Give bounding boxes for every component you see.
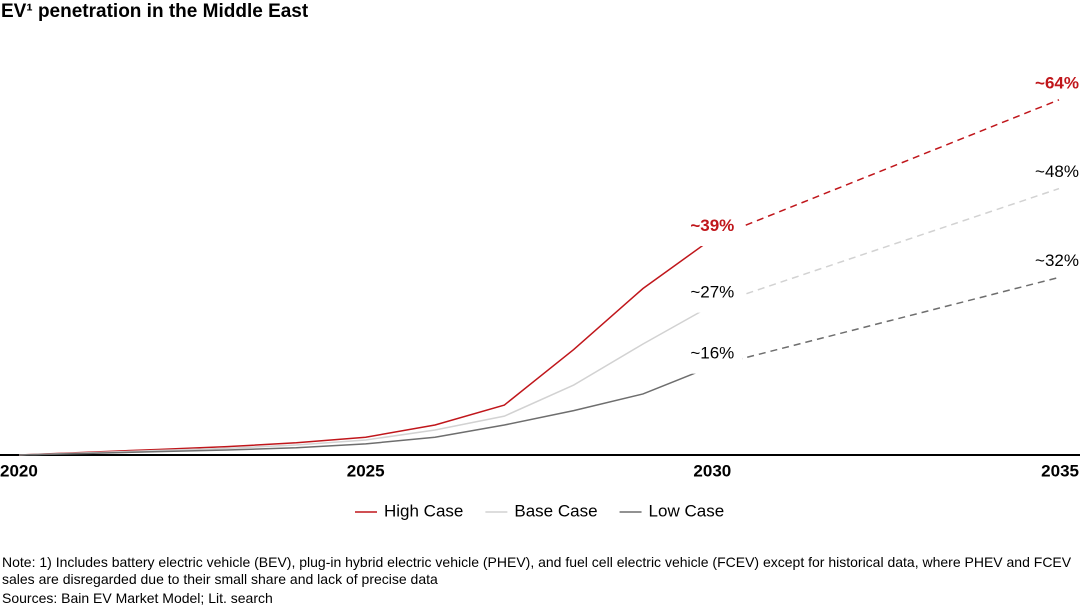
- legend-item: Base Case: [485, 501, 598, 520]
- label-bg: [682, 213, 743, 247]
- note: Note: 1) Includes battery electric vehic…: [2, 554, 1072, 587]
- x-tick-label: 2030: [693, 461, 731, 480]
- value-label: ~48%: [1035, 162, 1079, 181]
- projection-line: [712, 187, 1060, 306]
- value-label: ~64%: [1035, 73, 1079, 92]
- projection-line: [712, 276, 1060, 367]
- legend-label: Low Case: [649, 501, 725, 520]
- projection-line: [712, 99, 1060, 240]
- history-line: [18, 237, 713, 456]
- x-tick-label: 2035: [1041, 461, 1079, 480]
- value-label: ~27%: [690, 283, 734, 302]
- value-label: ~16%: [690, 344, 734, 363]
- legend-label: Base Case: [514, 501, 597, 520]
- legend-item: Low Case: [619, 501, 725, 520]
- history-line: [18, 365, 713, 456]
- chart: EV¹ penetration in the Middle East 2020 2…: [0, 1, 1080, 520]
- legend-label: High Case: [384, 501, 463, 520]
- chart-title: EV¹ penetration in the Middle East: [1, 1, 309, 22]
- value-label: ~39%: [690, 216, 734, 235]
- history-line: [18, 304, 713, 456]
- label-bg: [682, 279, 743, 313]
- legend-item: High Case: [355, 501, 463, 520]
- sources: Sources: Bain EV Market Model; Lit. sear…: [2, 590, 273, 606]
- label-bg: [682, 340, 743, 374]
- x-tick-label: 2025: [347, 461, 385, 480]
- value-label: ~32%: [1035, 251, 1079, 270]
- x-tick-label: 2020: [0, 461, 38, 480]
